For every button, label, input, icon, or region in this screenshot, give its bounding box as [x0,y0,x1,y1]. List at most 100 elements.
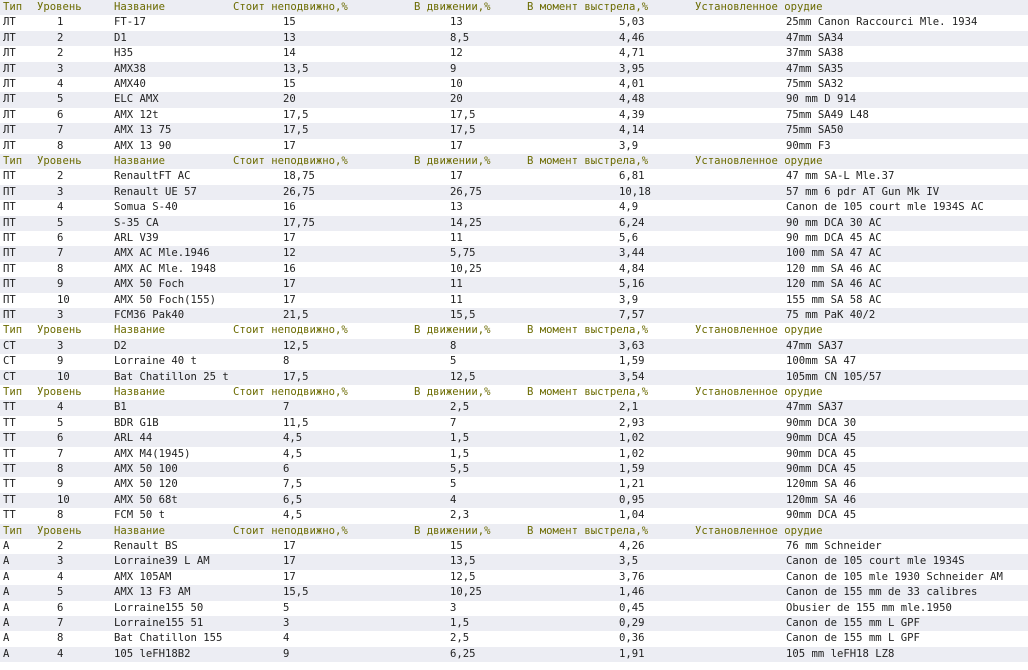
firing-header: В момент выстрела,% [527,386,649,398]
stationary-cell: 3 [283,617,290,629]
table-header-row: Тип Уровень Название Стоит неподвижно,% В дв… [0,385,1028,401]
firing-cell: 5,16 [619,278,645,291]
name-cell: AMX 12t [114,108,159,121]
table-row: ТТ 4 B1 7 2,5 2,1 47mm SA37 [0,400,1028,416]
stationary-cell: 8 [283,355,290,368]
gun-cell: 90 mm D 914 [786,93,857,106]
table-row: СТ 3 D2 12,5 8 3,63 47mm SA37 [0,338,1028,355]
name-cell: Somua S-40 [114,201,178,214]
moving-header: В движении,% [414,386,491,398]
type-header: Тип [3,155,23,167]
stationary-cell: 21,5 [283,309,309,321]
moving-cell: 15 [450,540,463,552]
type-header: Тип [3,1,23,13]
level-header: Уровень [37,324,82,337]
firing-cell: 3,54 [619,370,645,383]
level-cell: 6 [57,108,64,121]
firing-cell: 1,59 [619,355,645,368]
firing-cell: 10,18 [619,185,651,198]
gun-cell: 90mm DCA 45 [786,463,857,475]
firing-cell: 5,6 [619,232,639,244]
moving-cell: 12,5 [450,370,476,383]
stationary-cell: 4 [283,632,290,645]
stationary-cell: 17,5 [283,108,309,121]
gun-header: Установленное орудие [695,386,823,398]
table-row: А 3 Lorraine39 L AM 17 13,5 3,5 Canon de 105 c… [0,554,1028,570]
firing-cell: 3,9 [619,293,639,306]
table-row: ПТ 10 AMX 50 Foch(155) 17 11 3,9 155 mm SA 58 … [0,292,1028,308]
stationary-cell: 17 [283,139,296,152]
gun-cell: 120 mm SA 46 AC [786,278,882,291]
gun-cell: 120mm SA 46 [786,478,857,491]
stationary-cell: 13,5 [283,62,309,75]
type-cell: ЛТ [3,78,16,90]
level-header: Уровень [37,1,82,13]
type-cell: ТТ [3,432,16,445]
table-row: ТТ 10 AMX 50 68t 6,5 4 0,95 120mm SA 46 [0,492,1028,509]
gun-cell: 75mm SA50 [786,124,844,137]
name-cell: Bat Chatillon 155 [114,632,223,645]
level-cell: 6 [57,432,64,445]
type-cell: ПТ [3,247,16,260]
gun-cell: Canon de 105 court mle 1934S AC [786,201,984,214]
firing-cell: 1,46 [619,586,645,599]
table-row: СТ 9 Lorraine 40 t 8 5 1,59 100mm SA 47 [0,354,1028,370]
table-row: ПТ 3 Renault UE 57 26,75 26,75 10,18 57 mm 6 p… [0,184,1028,201]
gun-cell: 120mm SA 46 [786,493,857,506]
moving-cell: 20 [450,93,463,106]
table-row: А 7 Lorraine155 51 3 1,5 0,29 Canon de 155 mm … [0,616,1028,632]
stationary-cell: 20 [283,93,296,106]
firing-cell: 1,59 [619,463,645,475]
name-cell: AMX 13 F3 AM [114,586,191,599]
type-cell: ТТ [3,401,16,414]
name-cell: ARL V39 [114,232,159,244]
type-cell: А [3,601,10,614]
level-cell: 6 [57,232,64,244]
moving-cell: 3 [450,601,457,614]
stationary-cell: 9 [283,647,290,660]
moving-cell: 2,5 [450,401,470,414]
level-cell: 3 [57,185,64,198]
table-row: ЛТ 4 AMX40 15 10 4,01 75mm SA32 [0,77,1028,93]
stationary-header: Стоит неподвижно,% [233,155,348,167]
firing-cell: 3,9 [619,139,639,152]
moving-cell: 10 [450,78,463,90]
table-row: ТТ 5 BDR G1B 11,5 7 2,93 90mm DCA 30 [0,415,1028,432]
table-row: ТТ 6 ARL 44 4,5 1,5 1,02 90mm DCA 45 [0,431,1028,447]
level-header: Уровень [37,524,82,537]
table-row: ПТ 2 RenaultFT AC 18,75 17 6,81 47 mm SA-L Mle… [0,169,1028,185]
table-row: ЛТ 8 AMX 13 90 17 17 3,9 90mm F3 [0,138,1028,154]
stationary-cell: 7,5 [283,478,303,491]
stationary-header: Стоит неподвижно,% [233,1,348,13]
stationary-cell: 17 [283,232,296,244]
moving-cell: 1,5 [450,432,470,445]
moving-header: В движении,% [414,324,491,337]
stationary-cell: 5 [283,601,290,614]
level-cell: 3 [57,309,64,321]
gun-cell: Obusier de 155 mm mle.1950 [786,601,952,614]
firing-cell: 7,57 [619,309,645,321]
moving-cell: 13 [450,16,463,29]
stationary-cell: 16 [283,201,296,214]
name-cell: S-35 CA [114,216,159,229]
firing-header: В момент выстрела,% [527,324,649,337]
level-cell: 2 [57,31,64,44]
firing-cell: 3,44 [619,247,645,260]
table-row: А 5 AMX 13 F3 AM 15,5 10,25 1,46 Canon de 155 … [0,585,1028,601]
level-cell: 3 [57,339,64,352]
level-cell: 2 [57,540,64,552]
moving-cell: 11 [450,278,463,291]
table-row: А 4 AMX 105AM 17 12,5 3,76 Canon de 105 mle 19… [0,569,1028,586]
level-cell: 8 [57,262,64,275]
table-row: ЛТ 2 H35 14 12 4,71 37mm SA38 [0,46,1028,62]
type-cell: ПТ [3,185,16,198]
firing-cell: 4,48 [619,93,645,106]
stationary-cell: 18,75 [283,170,315,183]
level-cell: 10 [57,293,70,306]
moving-cell: 13,5 [450,555,476,568]
moving-cell: 2,5 [450,632,470,645]
firing-header: В момент выстрела,% [527,155,649,167]
level-cell: 10 [57,493,70,506]
name-cell: FT-17 [114,16,146,29]
moving-cell: 2,3 [450,509,470,522]
